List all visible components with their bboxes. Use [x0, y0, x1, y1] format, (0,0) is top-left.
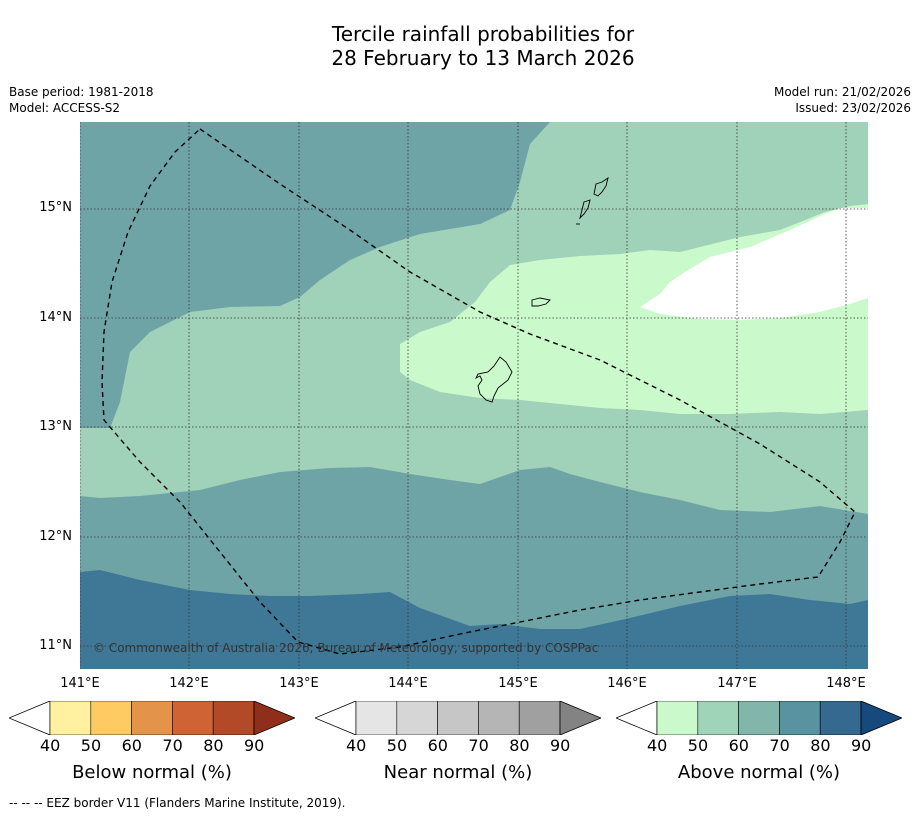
lat-label: 13°N [39, 419, 72, 434]
model-run: Model run: 21/02/2026 [773, 85, 911, 99]
lon-label: 146°E [607, 676, 647, 691]
colorbar-extend-high [860, 701, 902, 735]
lon-label: 148°E [826, 676, 866, 691]
colorbar-segment [355, 701, 398, 735]
colorbar-tick: 70 [468, 736, 489, 755]
colorbar-extend-low [616, 701, 658, 735]
island-rota [531, 297, 551, 307]
island-guam [474, 356, 513, 403]
colorbar-tick: 90 [851, 736, 872, 755]
colorbar-segment [131, 701, 173, 735]
lat-label: 11°N [39, 638, 72, 653]
colorbar-tick: 40 [647, 736, 668, 755]
title-line-2: 28 February to 13 March 2026 [331, 46, 635, 70]
colorbar-tick: 70 [769, 736, 790, 755]
colorbar-tick: 80 [509, 736, 530, 755]
colorbar-2 [616, 701, 902, 735]
copyright-notice: © Commonwealth of Australia 2026, Bureau… [93, 641, 599, 655]
islands [474, 176, 609, 403]
colorbar-title: Above normal (%) [677, 762, 841, 783]
colorbar-segment [172, 701, 214, 735]
island-saipan [593, 176, 609, 197]
colorbar-tick: 60 [427, 736, 448, 755]
colorbar-tick: 60 [728, 736, 749, 755]
colorbar-tick: 50 [687, 736, 709, 755]
colorbar-tick: 90 [550, 736, 571, 755]
lat-label: 15°N [39, 200, 72, 215]
colorbar-title: Below normal (%) [72, 762, 232, 783]
colorbar-tick: 50 [80, 736, 102, 755]
colorbar-segment [437, 701, 479, 735]
colorbar-title: Near normal (%) [383, 762, 533, 783]
meta-right: Model run: 21/02/2026 Issued: 23/02/2026 [774, 84, 911, 116]
island-tinian [579, 199, 591, 220]
colorbar-tick: 50 [386, 736, 408, 755]
colorbar-segment [396, 701, 438, 735]
grid-lines [79, 122, 868, 669]
colorbar-tick: 40 [40, 736, 61, 755]
title-line-1: Tercile rainfall probabilities for [331, 22, 635, 46]
colorbar-tick: 80 [203, 736, 224, 755]
colorbar-segment [779, 701, 821, 735]
colorbar-segment [738, 701, 780, 735]
colorbar-segment [49, 701, 92, 735]
colorbar-tick: 70 [162, 736, 183, 755]
meta-left: Base period: 1981-2018 Model: ACCESS-S2 [9, 84, 154, 116]
colorbar-segment [518, 701, 561, 735]
colorbar-extend-low [315, 701, 357, 735]
model-name: Model: ACCESS-S2 [9, 101, 121, 115]
colorbar-segment [478, 701, 520, 735]
colorbar-segment [819, 701, 862, 735]
colorbar-extend-low [9, 701, 51, 735]
lon-label: 147°E [717, 676, 757, 691]
colorbar-extend-high [253, 701, 295, 735]
base-period: Base period: 1981-2018 [9, 85, 154, 99]
colorbar-segment [90, 701, 132, 735]
colorbar-tick: 80 [810, 736, 831, 755]
colorbar-1 [315, 701, 601, 735]
map [79, 122, 868, 669]
lon-label: 141°E [60, 676, 100, 691]
chart-title: Tercile rainfall probabilities for 28 Fe… [0, 22, 919, 70]
colorbar-0 [9, 701, 295, 735]
lon-label: 142°E [169, 676, 209, 691]
lon-label: 145°E [498, 676, 538, 691]
band-50 [400, 122, 868, 414]
colorbar-segment [697, 701, 739, 735]
colorbar-tick: 90 [244, 736, 265, 755]
colorbar-tick: 60 [121, 736, 142, 755]
colorbar-extend-high [559, 701, 601, 735]
eez-border [101, 128, 856, 655]
lat-label: 12°N [39, 529, 72, 544]
colorbar-tick: 40 [346, 736, 367, 755]
issued-date: Issued: 23/02/2026 [795, 101, 911, 115]
lat-label: 14°N [39, 310, 72, 325]
band-white [640, 208, 868, 320]
colorbar-segment [656, 701, 699, 735]
lon-label: 143°E [279, 676, 319, 691]
footer-note: -- -- -- EEZ border V11 (Flanders Marine… [9, 796, 346, 810]
lon-label: 144°E [388, 676, 428, 691]
map-svg [79, 122, 868, 669]
colorbar-segment [212, 701, 255, 735]
